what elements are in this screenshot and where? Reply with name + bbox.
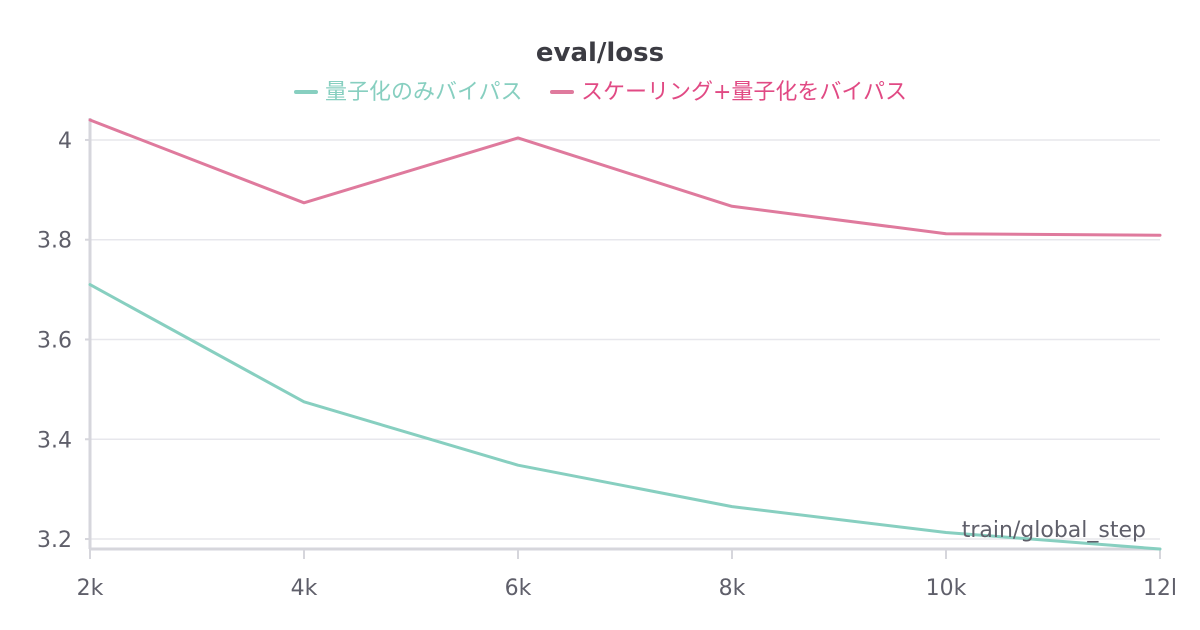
x-tick-label: 2k [77, 576, 104, 601]
y-tick-label: 3.4 [37, 428, 72, 453]
x-tick-label: 8k [719, 576, 746, 601]
x-tick-label: 6k [505, 576, 532, 601]
chart-title: eval/loss [536, 38, 664, 68]
plot-area: 3.2 3.4 3.6 3.8 4 2k 4k 6k 8k 10k 12l [37, 118, 1177, 601]
legend-item-series-1[interactable]: 量子化のみバイパス [294, 80, 523, 105]
x-tick-label: 10k [926, 576, 967, 601]
legend-item-series-2[interactable]: スケーリング+量子化をバイパス [550, 80, 907, 105]
y-tick-label: 3.8 [37, 229, 72, 254]
x-tick-label: 12l [1143, 576, 1177, 601]
legend-label-series-2: スケーリング+量子化をバイパス [581, 80, 907, 105]
series-line-1 [88, 283, 1162, 551]
legend: 量子化のみバイパス スケーリング+量子化をバイパス [294, 80, 907, 105]
y-tick-label: 3.6 [37, 328, 72, 353]
legend-label-series-1: 量子化のみバイパス [325, 80, 523, 105]
y-tick-label: 3.2 [37, 528, 72, 553]
y-tick-label: 4 [58, 129, 72, 154]
series-line-2 [88, 118, 1162, 237]
x-axis-label: train/global_step [962, 518, 1146, 543]
x-tick-label: 4k [291, 576, 318, 601]
